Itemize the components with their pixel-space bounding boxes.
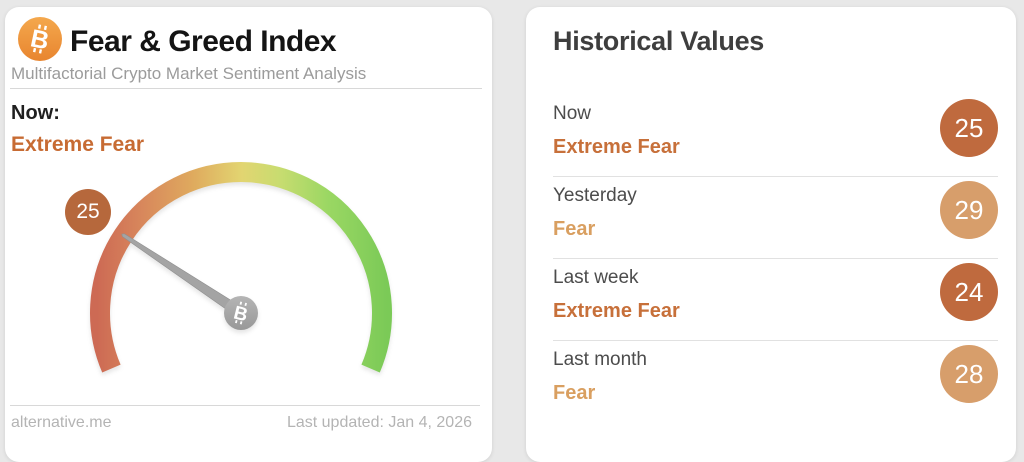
gauge-value: 25 (76, 200, 100, 223)
row-classification: Fear (553, 382, 596, 404)
row-value-badge: 24 (940, 263, 998, 321)
gauge-needle (121, 233, 245, 318)
row-classification: Extreme Fear (553, 300, 680, 322)
row-value-badge: 29 (940, 181, 998, 239)
svg-text:B: B (28, 24, 51, 55)
row-classification: Fear (553, 218, 596, 240)
card-footer: alternative.me Last updated: Jan 4, 2026 (11, 414, 472, 432)
page-title: Fear & Greed Index (70, 25, 337, 58)
now-label: Now: (11, 102, 60, 124)
bitcoin-pivot-icon: B (231, 301, 250, 326)
historical-row-last-week: Last week Extreme Fear 24 (553, 259, 998, 341)
fear-greed-card: B Fear & Greed Index Multifactorial Cryp… (5, 7, 492, 462)
fear-greed-gauge: B (90, 162, 392, 373)
footer-divider (10, 405, 480, 406)
historical-row-now: Now Extreme Fear 25 (553, 95, 998, 177)
page-subtitle: Multifactorial Crypto Market Sentiment A… (11, 64, 367, 83)
historical-row-yesterday: Yesterday Fear 29 (553, 177, 998, 259)
bitcoin-logo-icon: B (18, 17, 62, 61)
row-value-badge: 25 (940, 99, 998, 157)
row-label: Yesterday (553, 185, 637, 206)
header-divider (10, 88, 482, 89)
row-value: 24 (954, 276, 984, 307)
gauge-pivot (224, 296, 258, 330)
historical-values-title: Historical Values (553, 26, 765, 56)
row-value: 25 (954, 112, 984, 143)
site-link[interactable]: alternative.me (11, 414, 112, 431)
gauge-arc (90, 162, 392, 373)
row-value: 29 (954, 194, 984, 225)
row-label: Last month (553, 349, 647, 370)
now-classification: Extreme Fear (11, 133, 145, 156)
row-label: Last week (553, 267, 639, 288)
row-value: 28 (954, 358, 984, 389)
historical-values-card: Historical Values Now Extreme Fear 25 Ye… (526, 7, 1016, 462)
row-label: Now (553, 103, 592, 124)
historical-row-last-month: Last month Fear 28 (553, 341, 998, 422)
gauge-value-badge: 25 (65, 189, 111, 235)
row-classification: Extreme Fear (553, 136, 680, 158)
last-updated-text: Last updated: Jan 4, 2026 (286, 414, 472, 431)
gauge-needle-group (121, 233, 245, 318)
historical-rows: Now Extreme Fear 25 Yesterday Fear 29 La… (553, 95, 998, 422)
row-value-badge: 28 (940, 345, 998, 403)
